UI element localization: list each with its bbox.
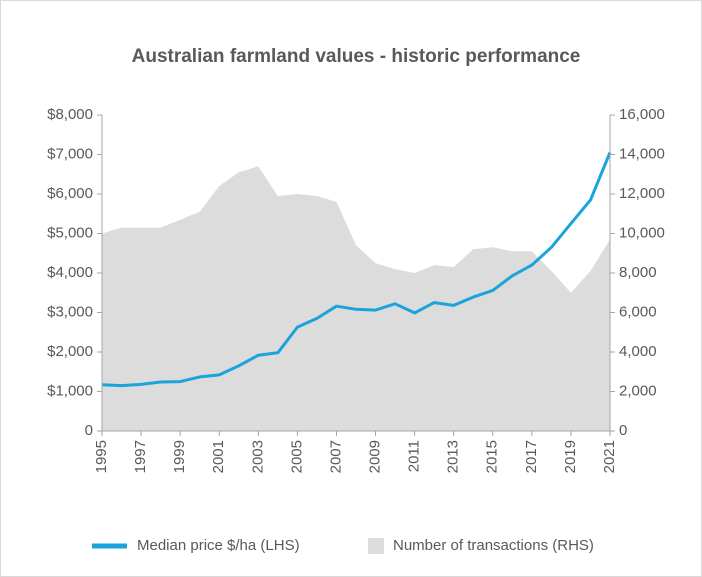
- y2-tick-label: 8,000: [619, 264, 657, 281]
- x-tick-label: 1995: [93, 440, 110, 473]
- y2-tick-label: 2,000: [619, 382, 657, 399]
- y2-tick-label: 14,000: [619, 145, 665, 162]
- y2-tick-label: 16,000: [619, 106, 665, 123]
- x-tick-label: 2017: [523, 440, 540, 473]
- x-tick-label: 2007: [327, 440, 344, 473]
- x-tick-label: 2009: [367, 440, 384, 473]
- chart-title: Australian farmland values - historic pe…: [132, 46, 581, 67]
- y-tick-label: $3,000: [47, 303, 93, 320]
- x-tick-label: 1997: [132, 440, 149, 473]
- y-tick-label: $1,000: [47, 382, 93, 399]
- y-tick-label: $4,000: [47, 264, 93, 281]
- x-tick-label: 2011: [406, 440, 423, 472]
- x-tick-label: 2013: [445, 440, 462, 473]
- x-tick-label: 2019: [562, 440, 579, 473]
- x-tick-label: 2003: [249, 440, 266, 473]
- y2-tick-label: 12,000: [619, 185, 665, 202]
- x-tick-label: 2015: [484, 440, 501, 473]
- y2-tick-label: 6,000: [619, 303, 657, 320]
- area: [102, 166, 610, 432]
- line: [101, 151, 612, 388]
- x-tick-label: 2021: [601, 440, 618, 473]
- y2-tick-label: 0: [619, 422, 627, 439]
- x-tick-label: 1999: [171, 440, 188, 473]
- x-tick-label: 2005: [288, 440, 305, 473]
- y-tick-label: $8,000: [47, 106, 93, 123]
- y-tick-label: $2,000: [47, 343, 93, 360]
- legend-label: Median price $/ha (LHS): [137, 537, 300, 554]
- y-tick-label: $7,000: [47, 145, 93, 162]
- y-tick-label: 0: [85, 422, 93, 439]
- y-tick-label: $5,000: [47, 224, 93, 241]
- y2-tick-label: 4,000: [619, 343, 657, 360]
- y2-tick-label: 10,000: [619, 224, 665, 241]
- x-tick-label: 2001: [210, 440, 227, 473]
- legend-label: Number of transactions (RHS): [393, 537, 594, 554]
- y-tick-label: $6,000: [47, 185, 93, 202]
- legend-swatch: [368, 538, 384, 554]
